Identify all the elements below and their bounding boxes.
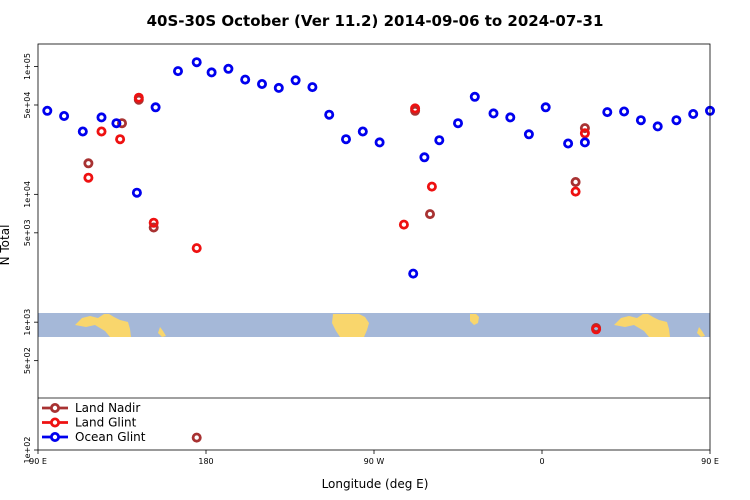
y-axis-label: N Total <box>0 225 12 266</box>
point-land-nadir <box>424 209 435 220</box>
point-ocean-glint <box>434 135 445 146</box>
point-land-glint <box>191 243 202 254</box>
point-land-nadir <box>570 176 581 187</box>
point-land-glint <box>83 172 94 183</box>
point-land-glint <box>410 103 421 114</box>
point-ocean-glint <box>357 126 368 137</box>
data-points <box>42 57 716 443</box>
point-ocean-glint <box>523 129 534 140</box>
point-ocean-glint <box>324 109 335 120</box>
legend-label-land-nadir: Land Nadir <box>75 401 140 415</box>
x-axis-label: Longitude (deg E) <box>322 477 429 491</box>
legend-label-land-glint: Land Glint <box>75 416 137 430</box>
point-ocean-glint <box>619 106 630 117</box>
point-ocean-glint <box>488 108 499 119</box>
point-ocean-glint <box>273 82 284 93</box>
point-land-nadir <box>117 118 128 129</box>
point-ocean-glint <box>77 126 88 137</box>
point-ocean-glint <box>172 66 183 77</box>
y-tick-label: 5e+04 <box>23 92 32 119</box>
point-ocean-glint <box>635 115 646 126</box>
point-ocean-glint <box>340 134 351 145</box>
point-ocean-glint <box>408 268 419 279</box>
point-land-glint <box>96 126 107 137</box>
y-tick-label: 5e+03 <box>23 219 32 246</box>
point-land-glint <box>133 92 144 103</box>
point-land-glint <box>591 324 602 335</box>
point-land-glint <box>570 186 581 197</box>
y-tick-label: 1e+03 <box>23 309 32 336</box>
point-land-nadir <box>191 432 202 443</box>
point-land-glint <box>426 181 437 192</box>
point-ocean-glint <box>374 137 385 148</box>
point-ocean-glint <box>307 82 318 93</box>
x-tick-label: 0 <box>539 457 544 466</box>
point-ocean-glint <box>505 112 516 123</box>
point-ocean-glint <box>602 107 613 118</box>
legend-label-ocean-glint: Ocean Glint <box>75 430 146 444</box>
point-ocean-glint <box>131 187 142 198</box>
legend-marker-land-glint <box>50 417 61 428</box>
point-ocean-glint <box>688 109 699 120</box>
point-land-glint <box>579 128 590 139</box>
y-axis: 1e+02 5e+02 1e+03 5e+03 1e+04 5e+04 1e+05 <box>23 53 38 463</box>
point-ocean-glint <box>419 152 430 163</box>
map-ocean <box>38 313 710 337</box>
point-ocean-glint <box>59 111 70 122</box>
point-ocean-glint <box>111 118 122 129</box>
point-ocean-glint <box>290 75 301 86</box>
point-land-glint <box>398 219 409 230</box>
point-ocean-glint <box>563 138 574 149</box>
point-ocean-glint <box>452 118 463 129</box>
point-land-nadir <box>579 123 590 134</box>
point-ocean-glint <box>240 74 251 85</box>
legend-marker-land-nadir <box>50 402 61 413</box>
y-tick-label: 5e+02 <box>23 347 32 374</box>
point-ocean-glint <box>652 121 663 132</box>
y-tick-label: 1e+05 <box>23 53 32 80</box>
point-ocean-glint <box>96 112 107 123</box>
point-land-glint <box>148 217 159 228</box>
map-land <box>75 314 705 337</box>
point-ocean-glint <box>206 67 217 78</box>
plot-frame <box>37 43 711 451</box>
point-ocean-glint <box>256 79 267 90</box>
point-land-nadir <box>83 158 94 169</box>
x-tick-label: 90 E <box>701 457 719 466</box>
x-tick-label: 90 W <box>364 457 385 466</box>
point-ocean-glint <box>469 91 480 102</box>
y-tick-label: 1e+02 <box>23 437 32 464</box>
x-tick-label: 180 <box>198 457 213 466</box>
y-tick-label: 1e+04 <box>23 181 32 208</box>
point-land-nadir <box>148 222 159 233</box>
point-ocean-glint <box>42 105 53 116</box>
legend-marker-ocean-glint <box>50 431 61 442</box>
point-ocean-glint <box>671 115 682 126</box>
point-ocean-glint <box>191 57 202 68</box>
x-tick-label: 90 E <box>29 457 47 466</box>
point-ocean-glint <box>579 137 590 148</box>
point-ocean-glint <box>150 102 161 113</box>
point-land-glint <box>115 134 126 145</box>
point-ocean-glint <box>223 63 234 74</box>
map-strip <box>38 313 710 337</box>
point-ocean-glint <box>540 102 551 113</box>
x-axis: 90 E 180 90 W 0 90 E <box>29 450 719 466</box>
chart-title: 40S-30S October (Ver 11.2) 2014-09-06 to… <box>147 12 604 30</box>
